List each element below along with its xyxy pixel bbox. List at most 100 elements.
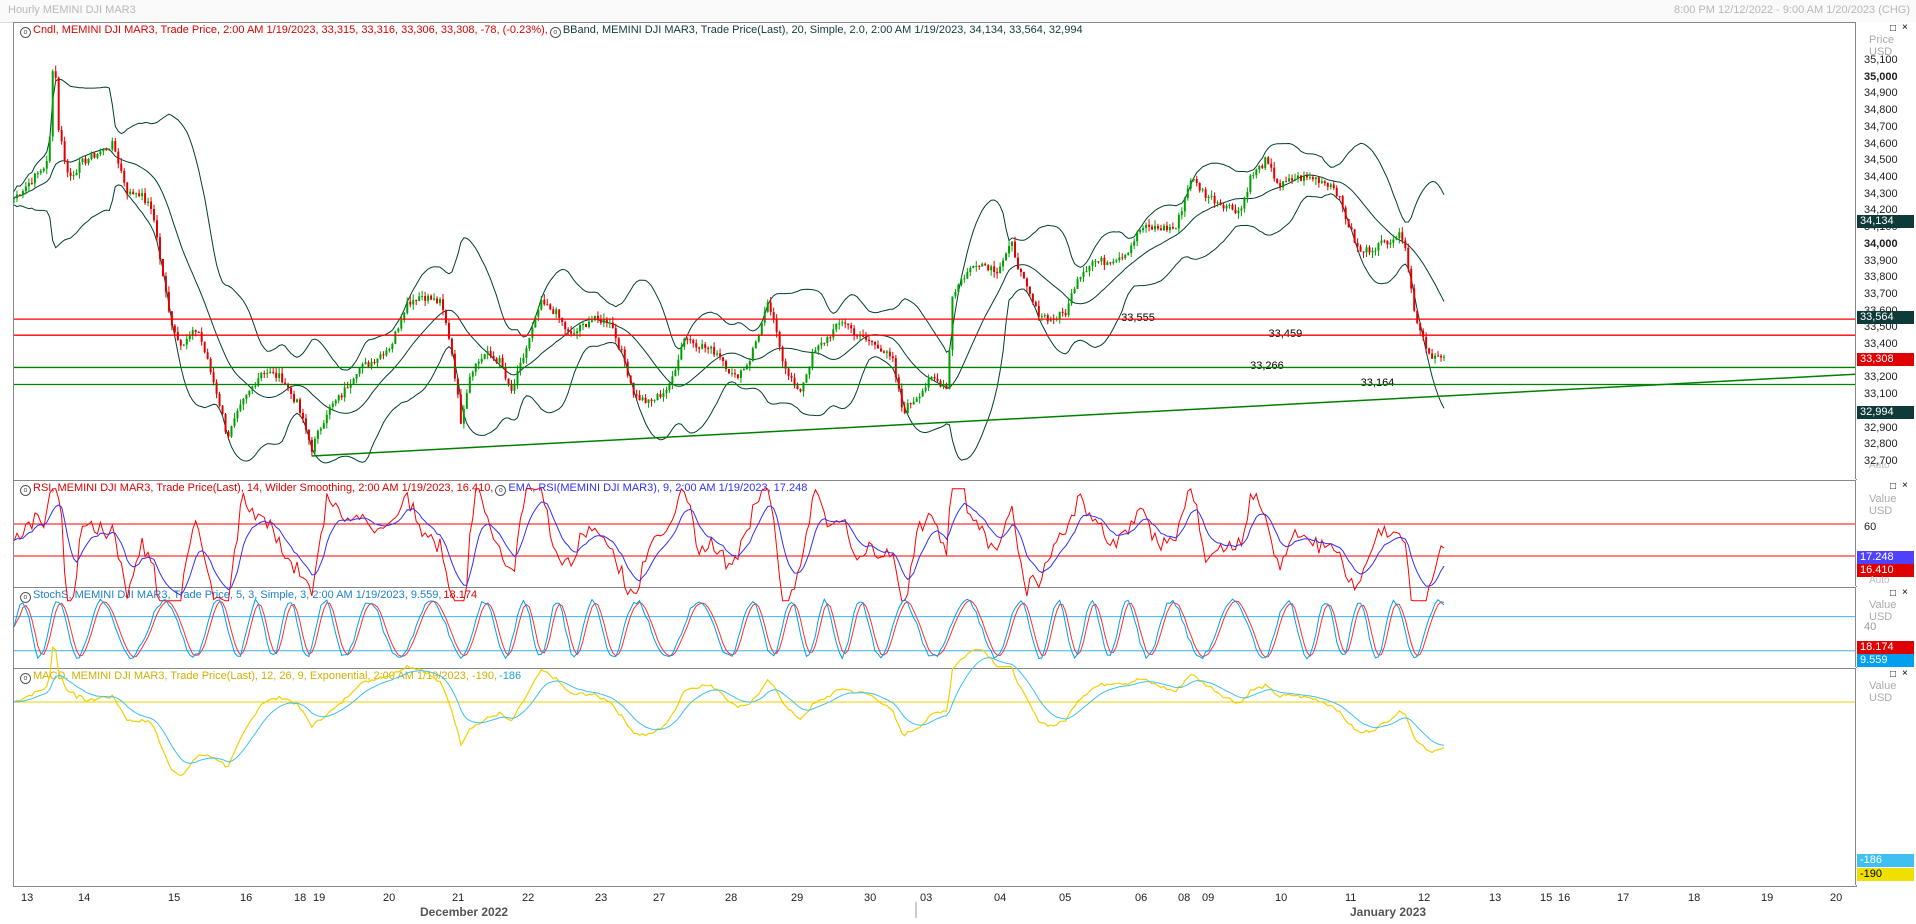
indicator-settings-icon[interactable]: o <box>549 27 561 38</box>
candle <box>266 373 269 375</box>
candle <box>736 374 739 378</box>
price-panel[interactable] <box>13 22 1857 481</box>
candle <box>912 401 915 405</box>
rsi-legend: o RSI, MEMINI DJI MAR3, Trade Price(Last)… <box>20 482 809 496</box>
candle <box>230 425 233 437</box>
candle <box>635 394 638 396</box>
candle <box>27 182 30 187</box>
candle <box>33 173 36 184</box>
candle <box>730 373 733 375</box>
indicator-settings-icon[interactable]: o <box>20 592 31 603</box>
candle <box>1326 183 1329 187</box>
candle <box>1195 178 1198 184</box>
candle <box>811 352 814 368</box>
x-tick-19: 09 <box>1202 892 1215 904</box>
level-label-2: 33,266 <box>1248 360 1286 373</box>
candle <box>1392 239 1395 243</box>
candle <box>936 378 939 381</box>
time-axis[interactable] <box>13 886 1855 924</box>
candle <box>361 363 364 369</box>
candle <box>549 304 552 310</box>
auto-scale-button[interactable]: Auto <box>1869 460 1890 471</box>
candle <box>918 396 921 399</box>
candle <box>1002 260 1005 267</box>
candle <box>1407 247 1410 269</box>
maximize-icon[interactable]: □ <box>1890 23 1897 34</box>
candle <box>1419 323 1422 331</box>
macd-scale[interactable] <box>1855 668 1916 885</box>
candle <box>876 344 879 349</box>
candle <box>796 385 799 390</box>
candle <box>897 377 900 389</box>
candle <box>665 390 668 394</box>
candle <box>1398 232 1401 239</box>
candle <box>704 344 707 348</box>
candle <box>1389 242 1392 245</box>
indicator-settings-icon[interactable]: o <box>495 485 507 496</box>
x-tick-4: 18 <box>294 892 307 904</box>
candle <box>769 302 772 313</box>
candle <box>510 385 513 391</box>
candle <box>739 370 742 378</box>
maximize-icon[interactable]: □ <box>1890 669 1897 680</box>
candle <box>1124 254 1127 259</box>
candle <box>436 298 439 303</box>
candle <box>1383 240 1386 242</box>
candle <box>871 341 873 343</box>
candle <box>784 361 787 369</box>
candle <box>1282 181 1285 188</box>
price-scale[interactable] <box>1855 22 1916 479</box>
macd-signal-tag: -186 <box>1857 854 1914 867</box>
candle <box>927 378 930 388</box>
candle <box>1237 210 1240 214</box>
maximize-icon[interactable]: □ <box>1890 481 1897 492</box>
candle <box>778 331 781 347</box>
candle <box>364 362 367 364</box>
candle <box>1130 245 1133 254</box>
candle <box>873 341 876 345</box>
candle <box>516 370 519 384</box>
price-tick-24: 32,700 <box>1864 455 1898 467</box>
candle <box>1365 247 1368 253</box>
candle <box>552 309 555 315</box>
candle <box>1428 348 1431 354</box>
close-icon[interactable]: × <box>1902 668 1908 679</box>
candle <box>1246 192 1249 198</box>
candle <box>1395 238 1398 240</box>
indicator-settings-icon[interactable]: o <box>20 485 31 496</box>
macd-panel[interactable] <box>13 668 1857 887</box>
candle <box>355 374 358 379</box>
x-tick-18: 08 <box>1178 892 1191 904</box>
candle <box>722 357 725 361</box>
close-icon[interactable]: × <box>1902 587 1908 598</box>
maximize-icon[interactable]: □ <box>1890 588 1897 599</box>
close-icon[interactable]: × <box>1902 480 1908 491</box>
candle <box>1285 181 1288 183</box>
candle <box>605 318 608 323</box>
candle <box>281 373 284 383</box>
price-tick-19: 33,200 <box>1864 371 1898 384</box>
candle <box>957 284 960 293</box>
candle <box>164 276 167 292</box>
candle <box>814 350 817 353</box>
candle <box>567 329 570 332</box>
auto-scale-button[interactable]: Auto <box>1869 575 1890 586</box>
candle <box>343 387 346 398</box>
candle <box>182 344 185 346</box>
rsi-panel[interactable] <box>13 480 1857 588</box>
macd-legend: o MACD, MEMINI DJI MAR3, Trade Price(Last… <box>20 670 523 684</box>
candle <box>868 339 871 342</box>
candle <box>1151 226 1154 230</box>
window-title: Hourly MEMINI DJI MAR3 <box>8 4 136 16</box>
candle <box>161 258 164 277</box>
close-icon[interactable]: × <box>1902 22 1908 33</box>
indicator-settings-icon[interactable]: o <box>20 27 31 38</box>
price-tick-3: 34,800 <box>1864 104 1898 117</box>
candle <box>379 354 382 359</box>
indicator-settings-icon[interactable]: o <box>20 673 31 684</box>
candle <box>701 344 704 349</box>
candle <box>1320 181 1323 184</box>
candle <box>269 371 272 374</box>
candle <box>632 382 635 395</box>
candle <box>299 399 301 413</box>
